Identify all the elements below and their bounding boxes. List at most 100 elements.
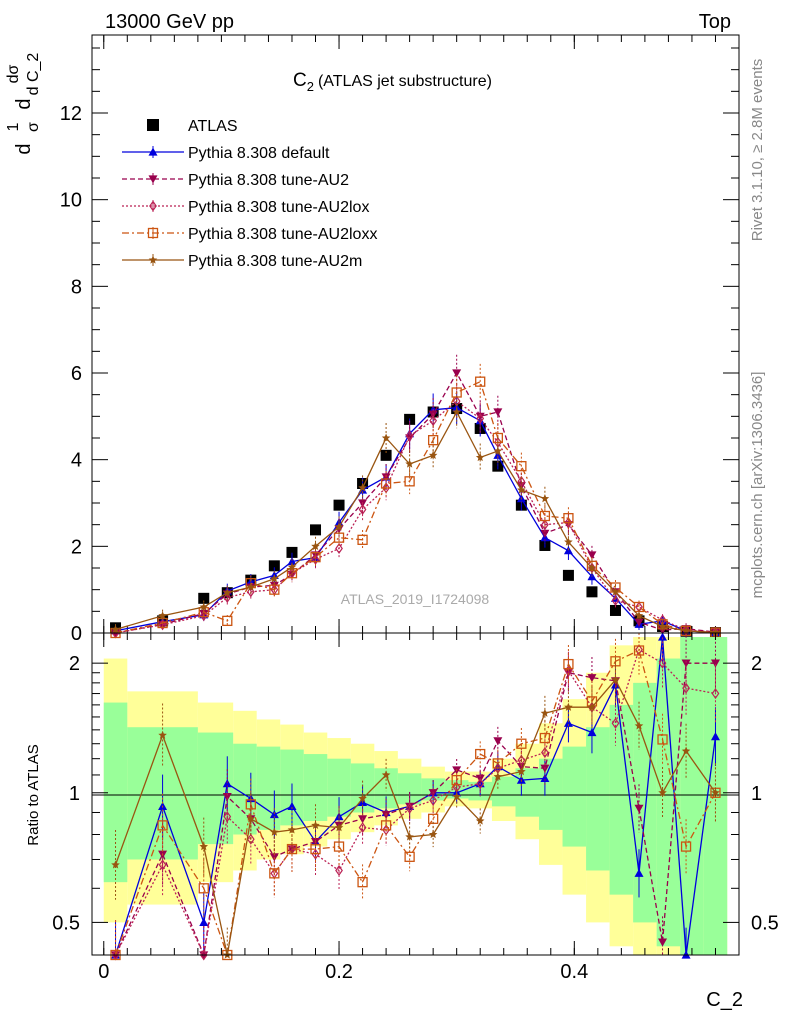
title-rest: (ATLAS jet substructure)	[318, 73, 492, 90]
header-left: 13000 GeV pp	[105, 11, 234, 33]
data-point	[564, 537, 573, 546]
ratio-point	[287, 825, 297, 834]
ratio-point	[539, 732, 551, 744]
ratio-point	[564, 702, 573, 711]
ratio-point	[429, 794, 438, 806]
header-right: Top	[699, 11, 731, 33]
data-point	[476, 412, 485, 425]
ratio-point	[405, 802, 414, 814]
data-point	[333, 499, 345, 511]
data-point	[380, 449, 392, 461]
band-inner	[303, 754, 328, 821]
legend-label: Pythia 8.308 tune-AU2loxx	[188, 226, 377, 243]
ylabel-d1: d	[13, 143, 35, 154]
data-point	[493, 450, 503, 459]
data-point	[222, 615, 233, 627]
data-point	[429, 415, 438, 427]
data-point	[111, 625, 120, 634]
data-point	[634, 618, 644, 627]
data-point	[475, 376, 486, 387]
ratio-point	[452, 792, 461, 801]
band-inner	[397, 773, 422, 805]
ratio-point	[658, 632, 668, 641]
data-point	[541, 519, 549, 531]
band-inner	[515, 768, 540, 817]
mcplots-label: mcplots.cern.ch [arXiv:1306.3436]	[749, 372, 766, 599]
ratio-point	[158, 730, 167, 739]
ratio-point	[681, 746, 691, 755]
data-point	[246, 582, 256, 591]
data-point	[587, 563, 597, 572]
ratio-point	[222, 792, 232, 802]
uncertainty-bands	[103, 637, 728, 955]
legend: ATLAS Pythia 8.308 default Pythia 8.308 tu…	[122, 118, 377, 270]
ratio-point	[476, 778, 485, 790]
ratio-point	[633, 645, 645, 656]
data-point	[609, 604, 621, 616]
data-point	[517, 485, 526, 494]
data-point	[287, 562, 297, 571]
ratio-point	[335, 864, 343, 877]
y-tick-label: 10	[60, 190, 82, 212]
ratio-point	[634, 804, 644, 813]
data-point	[223, 588, 232, 597]
data-point	[540, 494, 550, 503]
ratio-point	[111, 860, 120, 869]
data-point	[380, 478, 392, 489]
ylabel-dc2: d C_2	[25, 53, 42, 96]
ylabel-d2: d	[13, 98, 35, 109]
ratio-point	[475, 816, 485, 825]
ratio-point	[517, 767, 526, 776]
band-inner	[633, 682, 657, 923]
ratio-y-tick-label-right: 2	[751, 653, 762, 675]
ratio-point	[541, 747, 549, 759]
data-point	[564, 516, 573, 529]
ylabel-dsigma: dσ	[5, 64, 22, 83]
data-point	[587, 551, 597, 560]
data-point	[270, 574, 279, 583]
data-point	[516, 461, 527, 472]
ratio-point	[358, 794, 367, 803]
band-inner	[197, 732, 234, 845]
legend-label: Pythia 8.308 default	[188, 145, 330, 162]
band-inner	[103, 702, 128, 883]
data-point	[286, 546, 298, 558]
x-axis-label: C_2	[706, 989, 743, 1011]
data-point	[158, 611, 167, 620]
ratio-point	[357, 877, 368, 888]
top-axis-ticks: 0 2 4 6 8 10 12	[60, 35, 739, 645]
ratio-point	[516, 738, 527, 749]
ratio-point	[428, 830, 438, 839]
ratio-point	[451, 774, 462, 786]
legend-label: ATLAS	[188, 118, 238, 135]
ratio-y-tick-label: 1	[69, 783, 80, 805]
ylabel-sigma: σ	[25, 122, 42, 132]
data-point	[311, 553, 320, 565]
data-point	[493, 446, 503, 455]
ratio-point	[658, 657, 667, 669]
data-point	[310, 524, 322, 536]
ratio-ylabel: Ratio to ATLAS	[25, 744, 42, 845]
y-tick-label: 0	[71, 623, 82, 645]
data-point	[540, 529, 550, 538]
band-inner	[539, 758, 563, 830]
watermark: ATLAS_2019_I1724098	[341, 591, 490, 607]
ratio-y-tick-label: 2	[69, 653, 80, 675]
ratio-point	[682, 682, 690, 694]
ratio-point	[358, 822, 367, 834]
legend-marker	[147, 227, 159, 239]
ratio-point	[611, 675, 620, 684]
x-tick-label: 0.4	[560, 961, 588, 983]
ratio-y-tick-label-right: 0.5	[751, 912, 779, 934]
data-point	[611, 594, 620, 607]
ratio-point	[493, 737, 503, 746]
ratio-point	[311, 848, 320, 860]
ratio-point	[587, 728, 597, 737]
ratio-point	[634, 721, 644, 730]
ratio-point	[158, 859, 167, 871]
data-point	[381, 473, 391, 482]
data-point	[681, 626, 691, 635]
data-point	[268, 560, 280, 572]
ratio-point	[287, 801, 297, 810]
data-point	[452, 407, 461, 416]
